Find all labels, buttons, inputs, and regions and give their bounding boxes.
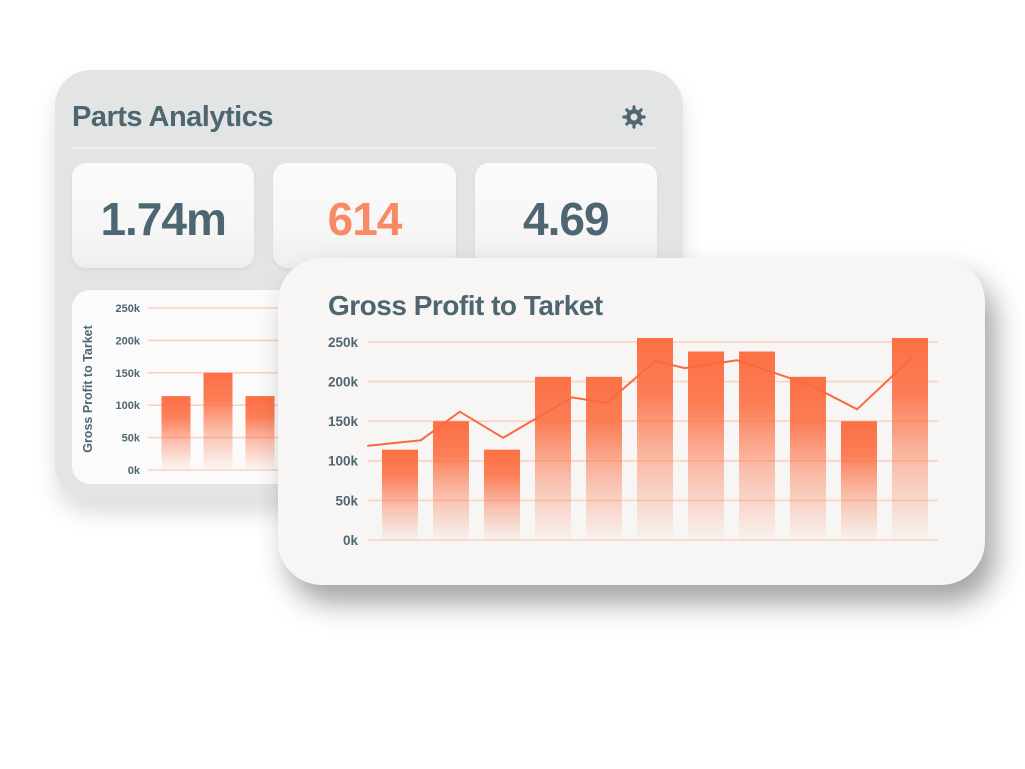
y-tick-label: 0k	[128, 465, 141, 477]
bar	[637, 338, 673, 540]
y-tick-label: 200k	[116, 335, 141, 347]
stat-tile-count: 614	[273, 163, 456, 268]
bar	[161, 396, 191, 470]
bar	[433, 421, 469, 540]
trend-line	[367, 356, 913, 447]
y-tick-label: 250k	[328, 335, 359, 350]
stat-tile-ratio: 4.69	[474, 163, 657, 268]
stat-tile-parts: 1.74m	[72, 163, 255, 268]
front-card-title: Gross Profit to Tarket	[328, 290, 603, 321]
stat-value: 4.69	[523, 192, 610, 245]
header-divider	[72, 147, 657, 149]
back-card-header: Parts Analytics	[55, 70, 683, 134]
y-tick-label: 100k	[328, 454, 359, 469]
y-tick-label: 0k	[343, 533, 359, 548]
back-card-title: Parts Analytics	[72, 101, 273, 133]
stat-value: 614	[327, 192, 403, 245]
bar	[245, 396, 275, 470]
gear-icon-svg	[622, 105, 646, 129]
y-tick-label: 150k	[328, 414, 359, 429]
gross-profit-chart: 250k 200k 150k 100k 50k 0k	[328, 335, 938, 548]
bar	[203, 372, 233, 470]
y-tick-label: 50k	[122, 433, 141, 445]
bar	[382, 449, 418, 540]
bar	[790, 376, 826, 540]
y-axis-label: Gross Profit to Tarket	[81, 324, 95, 452]
stat-value: 1.74m	[100, 192, 226, 245]
gross-profit-card: Gross Profit to Tarket 250k 200k 150k 100k 5…	[278, 258, 985, 585]
y-tick-label: 50k	[335, 493, 358, 508]
gear-icon[interactable]	[621, 104, 647, 130]
bar	[535, 376, 571, 540]
bar	[586, 376, 622, 540]
bar	[892, 338, 928, 540]
y-tick-label: 250k	[116, 303, 141, 315]
y-tick-label: 100k	[116, 400, 141, 412]
bar	[841, 421, 877, 540]
stat-tiles-row: 1.74m 614 4.69	[72, 163, 657, 268]
y-tick-label: 150k	[116, 368, 141, 380]
y-tick-label: 200k	[328, 374, 359, 389]
bar	[484, 449, 520, 540]
bar	[688, 351, 724, 540]
bar	[739, 351, 775, 540]
